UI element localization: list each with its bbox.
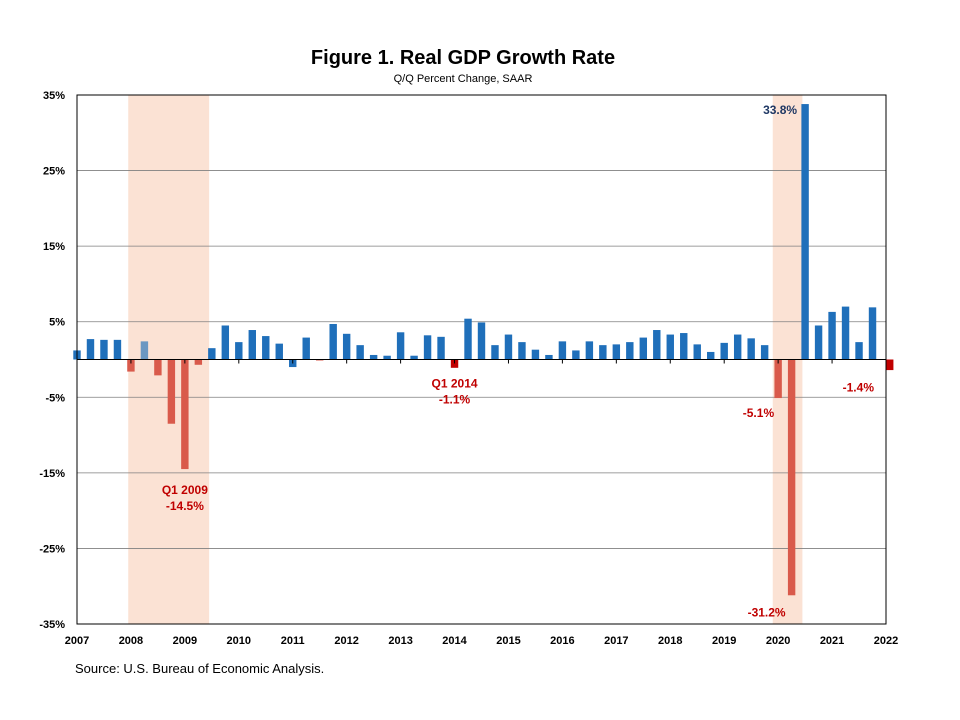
bar: [787, 359, 796, 596]
x-tick-label: 2020: [766, 635, 790, 647]
bar: [747, 338, 755, 360]
x-tick-label: 2015: [496, 635, 520, 647]
bar: [194, 359, 203, 365]
bar: [666, 334, 674, 360]
bar: [886, 359, 894, 371]
data-label: Q1 2009: [162, 483, 208, 497]
data-label: -5.1%: [743, 406, 775, 420]
bar: [113, 339, 122, 360]
bar: [329, 323, 337, 360]
bar: [477, 322, 486, 360]
bar: [450, 359, 459, 368]
y-tick-label: 5%: [49, 317, 65, 329]
bar: [720, 342, 728, 360]
y-tick-label: -5%: [45, 392, 65, 404]
x-tick-label: 2010: [227, 635, 251, 647]
bar: [140, 341, 149, 360]
bar: [558, 341, 567, 360]
x-tick-label: 2022: [874, 635, 898, 647]
bar: [248, 330, 256, 360]
source-note: Source: U.S. Bureau of Economic Analysis…: [75, 661, 324, 676]
y-tick-label: -15%: [39, 468, 65, 480]
data-label: -1.1%: [439, 393, 471, 407]
bar: [262, 336, 270, 360]
bar: [167, 359, 176, 424]
bar: [585, 341, 594, 360]
x-tick-label: 2019: [712, 635, 736, 647]
x-tick-label: 2012: [334, 635, 358, 647]
bar: [491, 345, 499, 360]
x-tick-label: 2021: [820, 635, 844, 647]
bar: [653, 330, 661, 360]
x-tick-label: 2018: [658, 635, 682, 647]
bar: [518, 342, 526, 360]
bar: [612, 344, 621, 360]
bar: [680, 333, 688, 360]
bar: [707, 351, 715, 360]
bar: [396, 332, 405, 360]
x-tick-label: 2017: [604, 635, 628, 647]
bar: [221, 325, 230, 360]
bar: [639, 337, 648, 360]
x-tick-label: 2016: [550, 635, 574, 647]
chart-subtitle: Q/Q Percent Change, SAAR: [394, 73, 533, 85]
bar: [626, 342, 634, 360]
bar: [531, 349, 540, 360]
x-tick-label: 2009: [173, 635, 197, 647]
bar: [504, 334, 513, 360]
bar: [423, 335, 432, 360]
bar: [154, 359, 162, 376]
bar: [545, 354, 553, 360]
x-tick-label: 2013: [388, 635, 412, 647]
data-label: Q1 2014: [432, 377, 478, 391]
y-tick-label: 35%: [43, 90, 65, 102]
bar: [814, 325, 823, 360]
bar: [275, 343, 283, 360]
bar: [235, 342, 243, 360]
bar: [356, 345, 364, 360]
bar: [100, 339, 108, 360]
chart-title: Figure 1. Real GDP Growth Rate: [311, 47, 615, 69]
x-tick-label: 2014: [442, 635, 467, 647]
bar: [437, 336, 445, 360]
bar: [572, 350, 580, 360]
bar: [86, 339, 95, 360]
bar: [868, 307, 877, 360]
y-tick-label: -35%: [39, 619, 65, 631]
bar: [733, 334, 742, 360]
data-label: -14.5%: [166, 499, 204, 513]
bar: [841, 306, 850, 360]
bar: [774, 359, 782, 399]
bar: [127, 359, 135, 372]
y-tick-label: 15%: [43, 241, 65, 253]
bar: [828, 311, 836, 360]
bar: [801, 104, 809, 360]
bar: [208, 348, 216, 360]
bar: [464, 318, 472, 360]
bar: [599, 345, 607, 360]
bar: [760, 345, 769, 360]
data-label: -31.2%: [748, 605, 786, 619]
bar: [302, 337, 310, 360]
bar: [410, 355, 418, 360]
x-tick-label: 2011: [281, 635, 305, 647]
bar: [855, 342, 863, 360]
x-tick-label: 2008: [119, 635, 143, 647]
data-label: 33.8%: [763, 103, 797, 117]
bar: [342, 333, 351, 360]
x-tick-label: 2007: [65, 635, 89, 647]
y-tick-label: 25%: [43, 166, 65, 178]
bar: [181, 359, 189, 470]
data-label: -1.4%: [843, 381, 875, 395]
bar: [693, 344, 701, 360]
bar: [369, 354, 378, 360]
y-tick-label: -25%: [39, 543, 65, 555]
bar: [383, 355, 391, 360]
